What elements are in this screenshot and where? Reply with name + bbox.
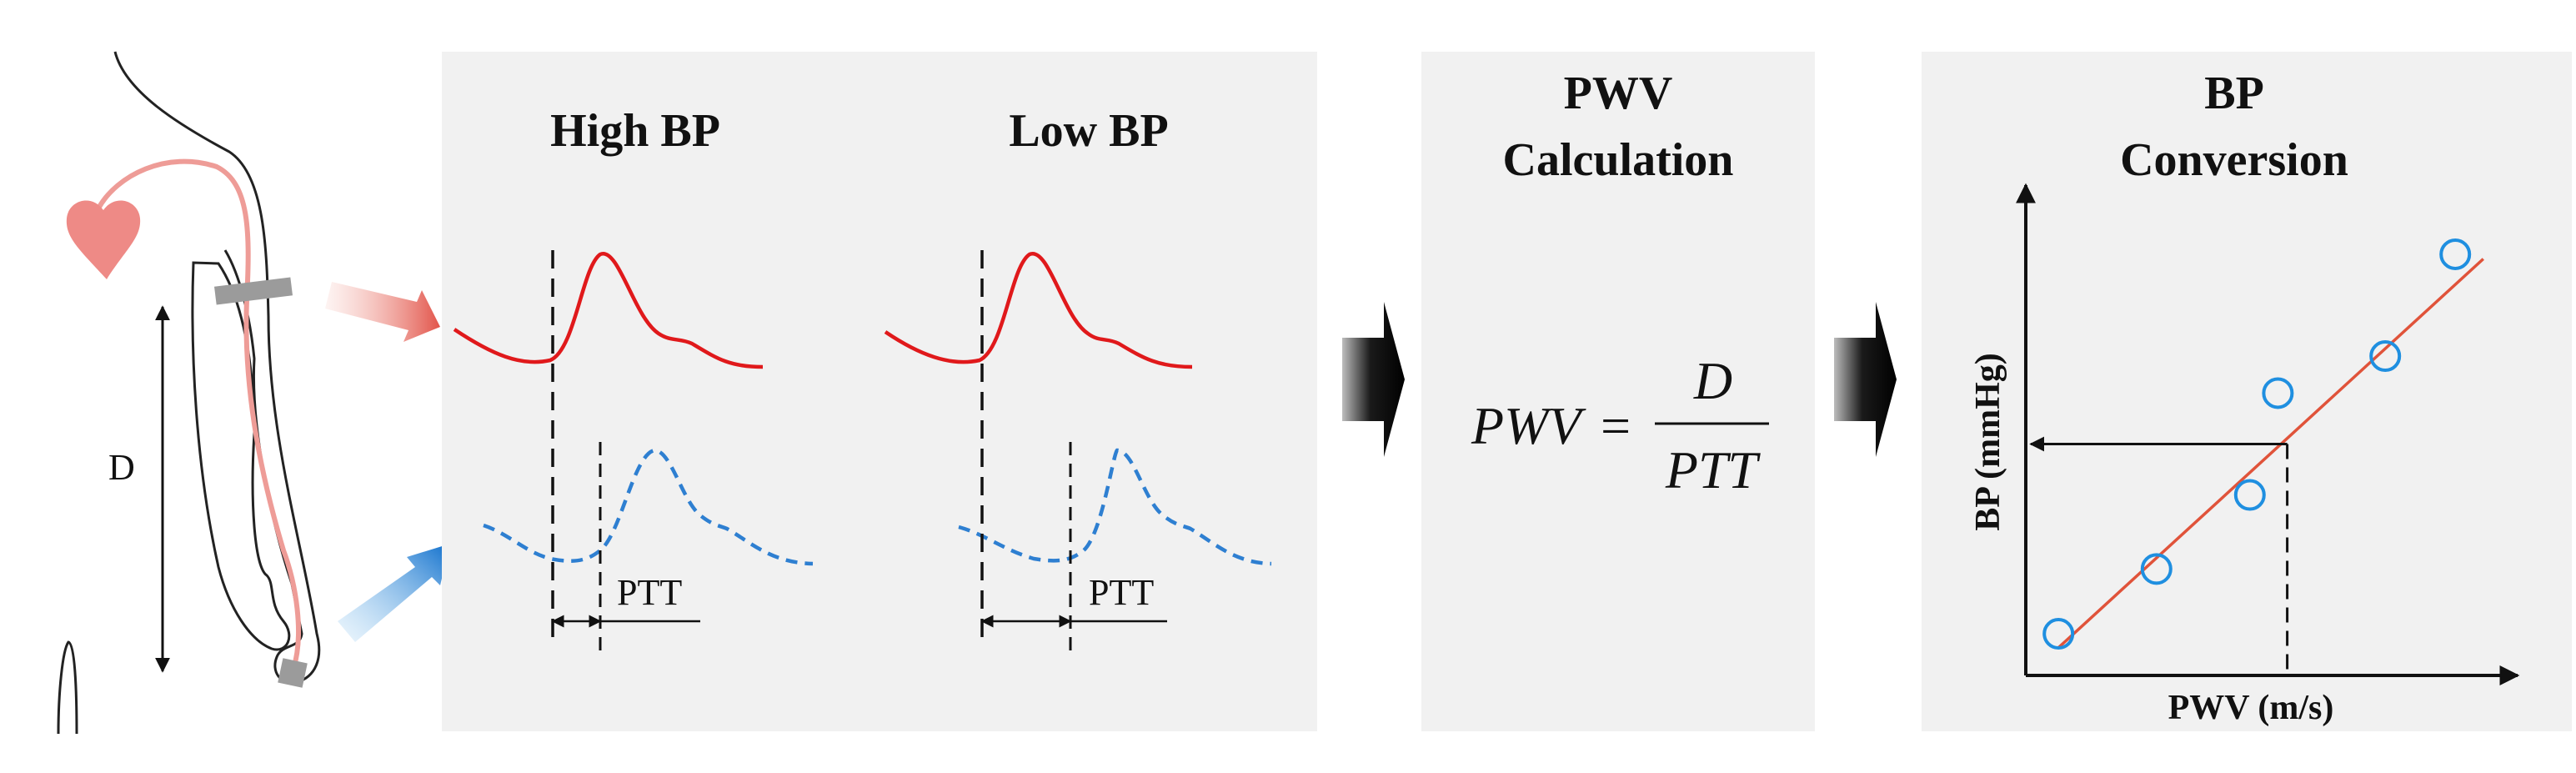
pwv-panel: PWV Calculation PWV = D PTT bbox=[1421, 52, 1815, 731]
data-point bbox=[2262, 377, 2294, 409]
step-arrow-2 bbox=[1834, 302, 1897, 457]
high-bp-distal-wave bbox=[483, 448, 814, 566]
high-bp-ptt-label: PTT bbox=[617, 572, 682, 613]
data-points bbox=[2042, 238, 2472, 650]
low-bp-ptt-label: PTT bbox=[1089, 572, 1154, 613]
data-point bbox=[2042, 618, 2075, 650]
leg-outline bbox=[57, 640, 78, 735]
data-point bbox=[2140, 553, 2173, 585]
distal-sensor bbox=[278, 658, 308, 688]
formula-denominator: PTT bbox=[1665, 440, 1762, 499]
arm-outline bbox=[191, 261, 291, 651]
conversion-title-line2: Conversion bbox=[2120, 134, 2348, 186]
waveform-panel: High BP Low BP PTT PTT bbox=[442, 52, 1317, 731]
data-point bbox=[2233, 479, 2266, 511]
low-bp-proximal-wave bbox=[884, 252, 1193, 369]
bp-pwv-chart: PWV (m/s) BP (mmHg) bbox=[1969, 183, 2520, 727]
body-illustration: D bbox=[57, 51, 450, 735]
conversion-panel: BP Conversion PWV (m/s) BP (mmHg) bbox=[1922, 52, 2572, 731]
pwv-title-line1: PWV bbox=[1564, 68, 1673, 119]
formula-equals: = bbox=[1601, 396, 1631, 455]
heart-icon bbox=[66, 200, 141, 279]
x-axis-label: PWV (m/s) bbox=[2168, 689, 2334, 727]
high-bp-proximal-wave bbox=[453, 252, 764, 369]
formula-numerator: D bbox=[1693, 351, 1732, 410]
data-point bbox=[2369, 340, 2402, 373]
conversion-title-line1: BP bbox=[2204, 68, 2264, 119]
low-bp-distal-wave bbox=[958, 448, 1272, 566]
pwv-title-line2: Calculation bbox=[1503, 134, 1734, 186]
high-bp-title: High BP bbox=[550, 105, 720, 157]
body-outline bbox=[113, 51, 321, 685]
distal-signal-arrow bbox=[338, 544, 450, 642]
proximal-sensor bbox=[214, 277, 293, 305]
low-bp-title: Low BP bbox=[1009, 105, 1168, 157]
artery bbox=[96, 158, 301, 670]
step-arrow-1 bbox=[1342, 302, 1405, 457]
proximal-signal-arrow bbox=[325, 282, 440, 342]
y-axis-label: BP (mmHg) bbox=[1969, 353, 2007, 530]
regression-line bbox=[2057, 258, 2484, 649]
distance-label: D bbox=[108, 447, 135, 488]
formula-lhs: PWV bbox=[1471, 396, 1586, 455]
data-point bbox=[2439, 238, 2472, 270]
